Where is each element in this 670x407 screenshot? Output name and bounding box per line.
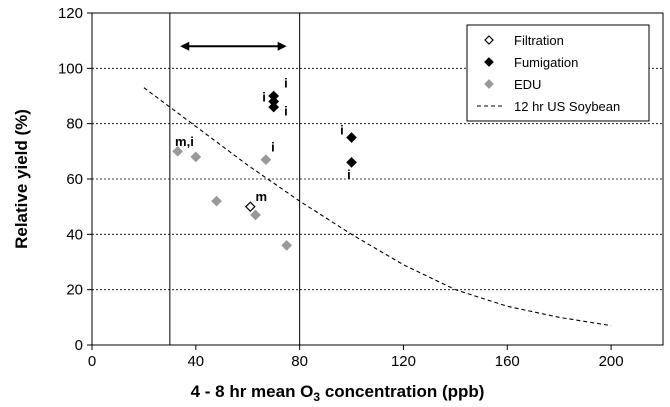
y-axis-ticks: 0 20 40 60 80 100 120: [58, 5, 92, 354]
point-annotation: i: [347, 167, 351, 182]
x-tick-label: 200: [599, 353, 624, 370]
y-tick-label: 40: [66, 226, 83, 243]
legend: Filtration Fumigation EDU 12 hr US Soybean: [466, 24, 650, 122]
edu-point: [281, 240, 293, 251]
y-axis-title: Relative yield (%): [12, 109, 31, 249]
edu-point: [250, 209, 261, 221]
filtration-point: [244, 201, 256, 213]
y-tick-label: 0: [75, 337, 83, 354]
legend-swatch-diamond: [484, 35, 494, 45]
data-points: [172, 90, 357, 251]
y-tick-label: 120: [58, 5, 83, 22]
x-tick-label: 120: [391, 353, 416, 370]
point-annotation: i: [284, 103, 288, 118]
range-arrow-group: [180, 41, 287, 51]
point-annotation: m: [256, 189, 268, 204]
y-tick-label: 80: [66, 116, 83, 133]
edu-point: [172, 145, 183, 157]
legend-box: [466, 24, 650, 122]
x-tick-label: 0: [88, 353, 96, 370]
x-axis-title-suffix: concentration (ppb): [320, 382, 484, 401]
edu-point: [260, 154, 272, 165]
reference-lines: [169, 13, 301, 345]
x-axis-title-prefix: 4 - 8 hr mean O: [191, 382, 314, 401]
point-annotation: m,i: [175, 134, 194, 149]
point-annotation: i: [340, 123, 344, 138]
edu-point: [190, 151, 202, 163]
legend-entry-label: Fumigation: [514, 55, 578, 70]
gridlines: [92, 67, 663, 291]
legend-entry-label: 12 hr US Soybean: [514, 99, 620, 114]
x-axis-title-subscript: 3: [313, 390, 320, 404]
x-axis-title: 4 - 8 hr mean O3 concentration (ppb): [191, 382, 485, 404]
y-tick-label: 100: [58, 60, 83, 77]
range-arrow-head-left: [180, 41, 190, 51]
y-tick-label: 20: [66, 282, 83, 299]
legend-swatch-diamond: [484, 57, 494, 67]
x-tick-label: 160: [495, 353, 520, 370]
y-tick-label: 60: [66, 171, 83, 188]
range-arrow-head-right: [277, 41, 287, 51]
legend-entry-label: EDU: [514, 77, 541, 92]
legend-entry-label: Filtration: [514, 33, 564, 48]
x-axis-ticks: 0 40 80 120 160 200: [88, 345, 624, 370]
point-annotation: i: [284, 76, 288, 91]
x-tick-label: 40: [187, 353, 204, 370]
point-annotation: i: [262, 90, 266, 105]
legend-swatch-diamond: [484, 79, 494, 89]
point-annotation: i: [271, 139, 275, 154]
fumigation-point: [346, 157, 357, 168]
fumigation-point: [268, 101, 280, 113]
edu-point: [211, 195, 222, 207]
fumigation-point: [346, 132, 357, 143]
x-tick-label: 80: [291, 353, 308, 370]
